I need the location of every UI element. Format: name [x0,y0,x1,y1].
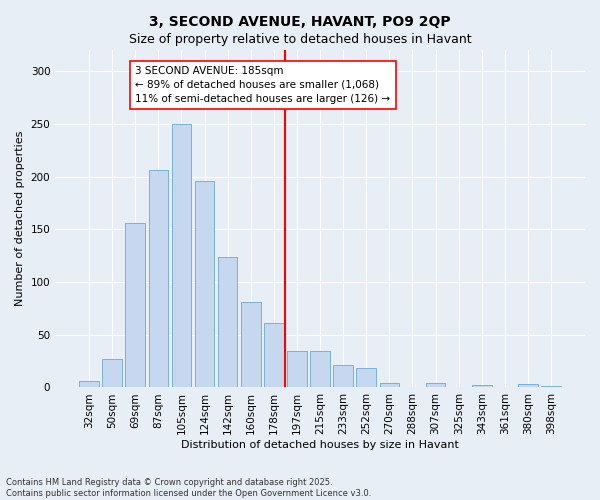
X-axis label: Distribution of detached houses by size in Havant: Distribution of detached houses by size … [181,440,459,450]
Bar [125,223,145,388]
Bar [334,366,353,388]
Bar [241,302,260,388]
Bar [356,368,376,388]
Text: Contains HM Land Registry data © Crown copyright and database right 2025.
Contai: Contains HM Land Registry data © Crown c… [6,478,371,498]
Text: 3, SECOND AVENUE, HAVANT, PO9 2QP: 3, SECOND AVENUE, HAVANT, PO9 2QP [149,15,451,29]
Text: 3 SECOND AVENUE: 185sqm
← 89% of detached houses are smaller (1,068)
11% of semi: 3 SECOND AVENUE: 185sqm ← 89% of detache… [135,66,391,104]
Bar [541,386,561,388]
Bar [380,383,399,388]
Bar [195,181,214,388]
Bar [426,383,445,388]
Bar [287,350,307,388]
Bar [103,359,122,388]
Bar [518,384,538,388]
Text: Size of property relative to detached houses in Havant: Size of property relative to detached ho… [128,32,472,46]
Y-axis label: Number of detached properties: Number of detached properties [15,131,25,306]
Bar [264,323,284,388]
Bar [218,256,238,388]
Bar [172,124,191,388]
Bar [472,386,491,388]
Bar [149,170,168,388]
Bar [310,350,330,388]
Bar [79,381,99,388]
